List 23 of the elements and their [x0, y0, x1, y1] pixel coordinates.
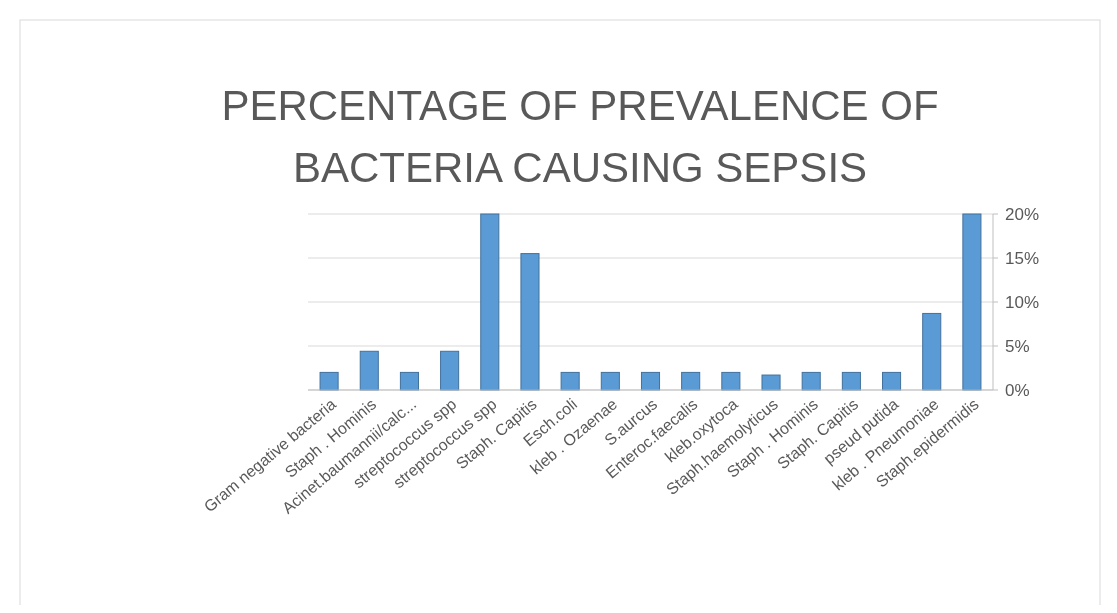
bar: [801, 371, 821, 391]
bar: [721, 371, 741, 391]
bar: [640, 371, 661, 391]
bar: [681, 371, 701, 391]
bar: [399, 371, 419, 391]
y-tick-label: 0%: [1005, 380, 1030, 400]
bar: [922, 312, 942, 391]
bar: [319, 371, 339, 391]
bar: [761, 374, 781, 391]
y-tick-label: 10%: [1005, 292, 1040, 312]
bar: [440, 350, 460, 391]
bar: [359, 350, 379, 391]
chart-title: PERCENTAGE OF PREVALENCE OF BACTERIA CAUSING SEPSIS: [221, 82, 939, 191]
bar: [520, 253, 540, 391]
bar: [600, 371, 620, 391]
y-tick-label: 20%: [1005, 204, 1040, 224]
y-tick-label: 15%: [1005, 248, 1040, 268]
bar: [841, 371, 861, 391]
bar: [962, 213, 982, 391]
bar: [560, 371, 580, 391]
bar: [480, 213, 500, 391]
bar: [882, 371, 902, 391]
y-tick-label: 5%: [1005, 336, 1030, 356]
